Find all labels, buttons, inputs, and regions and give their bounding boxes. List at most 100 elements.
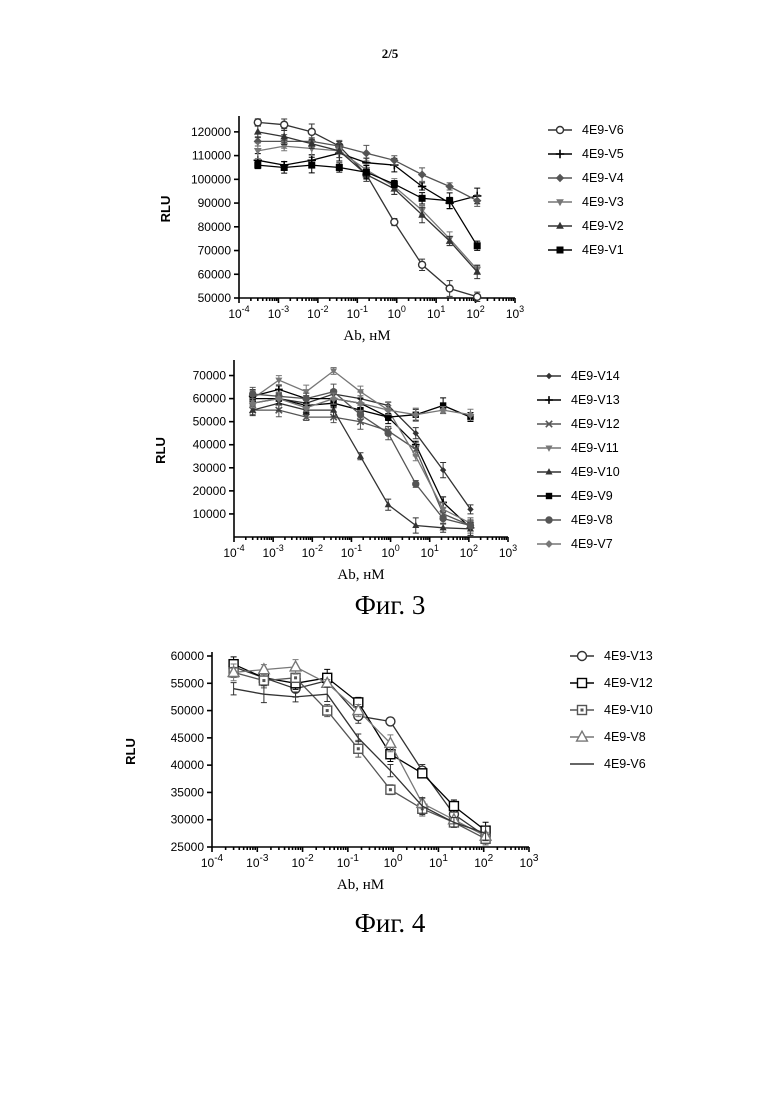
y-tick-label: 25000 <box>171 840 205 854</box>
data-point <box>385 430 391 436</box>
data-point <box>386 717 395 726</box>
legend-item: 4E9-V10 <box>570 703 653 717</box>
figure-4-caption: Фиг. 4 <box>0 908 780 939</box>
axes <box>207 652 529 852</box>
legend-label: 4E9-V7 <box>571 537 613 551</box>
data-point <box>474 293 481 300</box>
data-point <box>354 744 363 753</box>
x-tick-label: 101 <box>429 853 448 870</box>
data-point <box>363 169 370 176</box>
legend-label: 4E9-V9 <box>571 489 613 503</box>
x-tick-label: 10-1 <box>341 543 362 560</box>
figure-3-caption: Фиг. 3 <box>0 590 780 621</box>
y-tick-label: 55000 <box>171 676 205 690</box>
series-line <box>253 410 471 525</box>
y-tick-label: 40000 <box>193 438 227 452</box>
legend-item: 4E9-V9 <box>537 489 613 503</box>
data-point <box>290 661 301 671</box>
legend-label: 4E9-V3 <box>582 195 624 209</box>
data-point <box>412 522 419 528</box>
data-point <box>446 285 453 292</box>
x-tick-label: 103 <box>506 304 524 321</box>
legend-item: 4E9-V10 <box>537 465 620 479</box>
data-point <box>281 164 288 171</box>
legend-item: 4E9-V6 <box>548 123 624 137</box>
data-point <box>391 219 398 226</box>
legend-item: 4E9-V8 <box>570 730 646 744</box>
data-point <box>413 481 419 487</box>
data-point <box>391 181 398 188</box>
y-tick-label: 70000 <box>198 244 232 258</box>
legend-marker <box>557 247 564 254</box>
x-tick-label: 10-3 <box>268 304 289 321</box>
legend-item: 4E9-V14 <box>537 369 620 383</box>
legend-marker <box>557 127 564 134</box>
legend-marker <box>578 652 587 661</box>
x-tick-label: 103 <box>520 853 539 870</box>
y-tick-label: 60000 <box>171 649 205 663</box>
legend-item: 4E9-V11 <box>537 441 619 455</box>
data-point <box>418 170 426 178</box>
data-point <box>449 802 458 811</box>
legend-label: 4E9-V10 <box>604 703 653 717</box>
x-tick-label: 10-4 <box>201 853 224 870</box>
data-point <box>259 676 268 685</box>
x-tick-label: 10-1 <box>347 304 368 321</box>
legend-label: 4E9-V8 <box>604 730 646 744</box>
legend-marker <box>546 373 552 379</box>
data-point <box>386 785 395 794</box>
legend-marker <box>546 517 552 523</box>
data-point <box>308 162 315 169</box>
x-tick-label: 10-2 <box>307 304 328 321</box>
y-tick-label: 40000 <box>171 758 205 772</box>
data-point <box>445 182 453 190</box>
legend-marker <box>556 150 564 158</box>
data-point <box>249 391 255 397</box>
legend-marker <box>546 493 552 499</box>
data-point <box>385 501 392 507</box>
x-axis-title: Ab, нМ <box>337 567 384 583</box>
data-point <box>362 149 370 157</box>
y-tick-label: 50000 <box>193 415 227 429</box>
x-tick-label: 102 <box>466 304 484 321</box>
legend-label: 4E9-V12 <box>571 417 620 431</box>
legend-item: 4E9-V6 <box>570 757 646 771</box>
y-axis-title: RLU <box>123 738 138 765</box>
error-bar <box>387 764 393 776</box>
legend-marker <box>577 731 588 741</box>
x-tick-label: 100 <box>384 853 403 870</box>
y-axis-title: RLU <box>158 196 173 223</box>
legend-item: 4E9-V12 <box>570 676 653 690</box>
data-point <box>281 121 288 128</box>
legend-item: 4E9-V7 <box>537 537 613 551</box>
y-tick-label: 80000 <box>198 220 232 234</box>
x-tick-label: 10-4 <box>223 543 244 560</box>
legend-item: 4E9-V13 <box>537 393 620 407</box>
data-point <box>390 156 398 164</box>
legend-label: 4E9-V1 <box>582 243 624 257</box>
y-tick-label: 50000 <box>171 704 205 718</box>
data-point <box>357 399 365 407</box>
data-point <box>254 128 262 135</box>
y-tick-label: 60000 <box>193 392 227 406</box>
x-tick-label: 10-3 <box>246 853 269 870</box>
legend-label: 4E9-V13 <box>604 649 653 663</box>
data-point <box>254 119 261 126</box>
x-tick-label: 10-1 <box>337 853 360 870</box>
y-tick-label: 120000 <box>191 125 231 139</box>
data-point <box>440 515 446 521</box>
data-point <box>418 769 427 778</box>
legend-item: 4E9-V4 <box>548 171 624 185</box>
legend-marker <box>578 706 587 715</box>
axes <box>229 360 508 542</box>
x-tick-label: 101 <box>421 543 439 560</box>
data-point <box>323 706 332 715</box>
data-point <box>419 195 426 202</box>
chart-figure-3-top: 10-410-310-210-1100101102103500006000070… <box>0 108 780 353</box>
data-point <box>291 673 300 682</box>
legend-label: 4E9-V13 <box>571 393 620 407</box>
y-tick-label: 50000 <box>198 291 232 305</box>
x-tick-label: 10-2 <box>302 543 323 560</box>
y-tick-label: 30000 <box>171 813 205 827</box>
series-line <box>253 371 471 523</box>
